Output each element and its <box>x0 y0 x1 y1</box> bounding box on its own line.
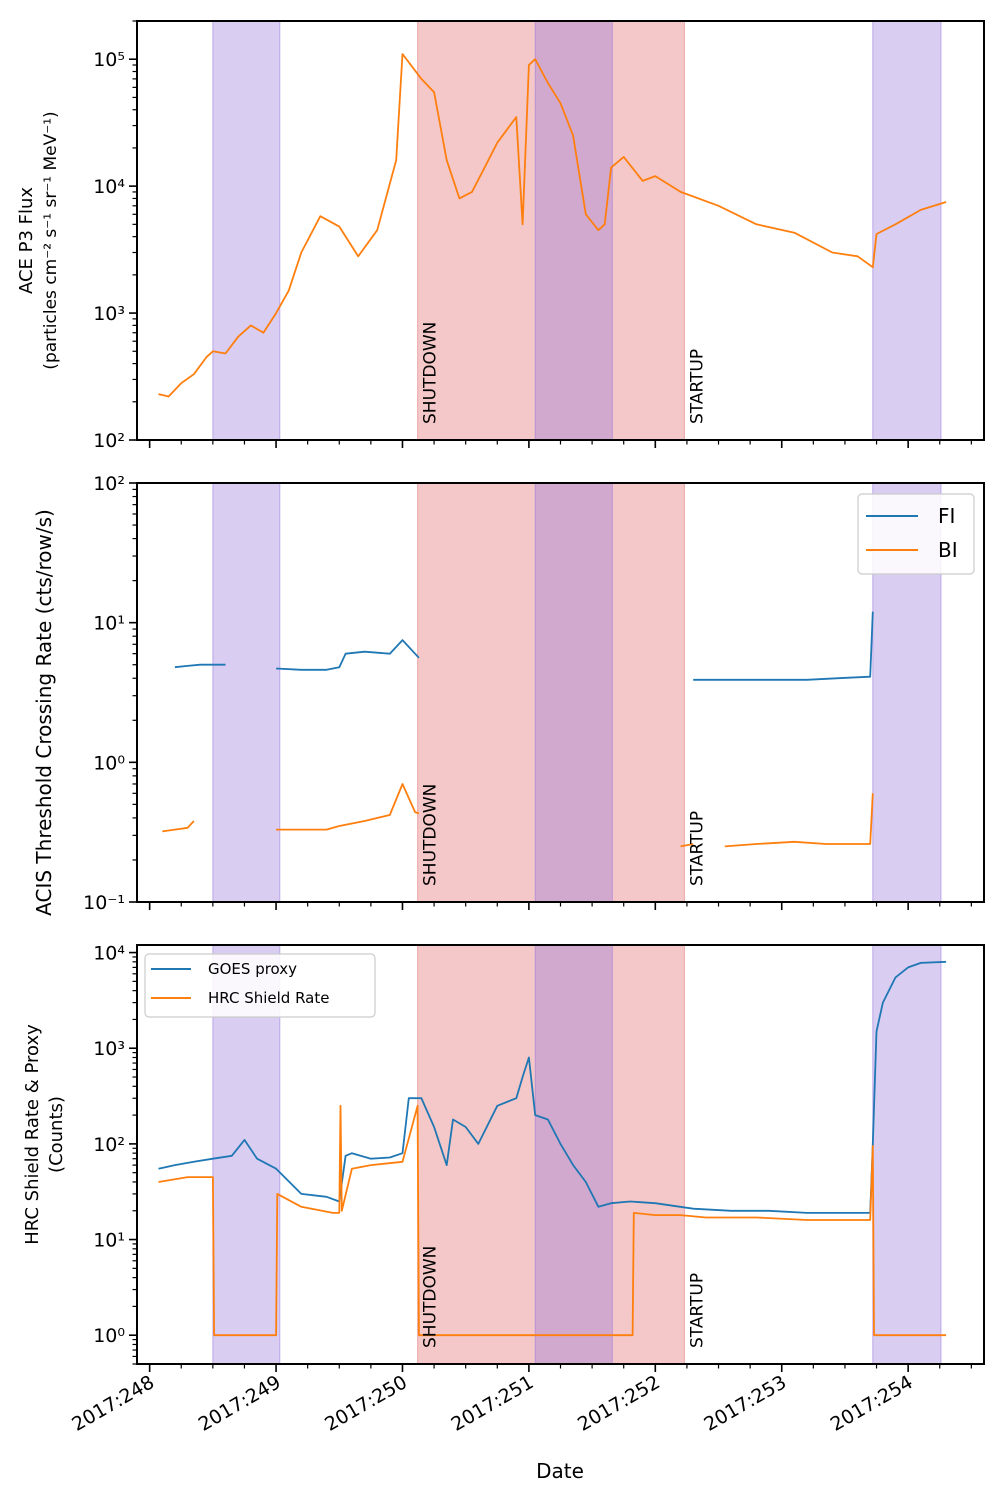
legend-label: HRC Shield Rate <box>208 989 329 1007</box>
y-tick-label: 10⁻¹ <box>83 892 125 914</box>
y-tick-label: 10⁴ <box>93 176 125 198</box>
shaded-region-red-2 <box>417 21 685 440</box>
annotation-startup: STARTUP <box>687 349 707 424</box>
series-line-bi-seg-2 <box>276 783 420 831</box>
series-group <box>158 960 947 1337</box>
series-line-hrc-shield-rate-seg-1 <box>158 1104 947 1337</box>
shaded-regions <box>212 483 942 902</box>
y-axis-label-panel-1: ACE P3 Flux (particles cm⁻² s⁻¹ sr⁻¹ MeV⁻… <box>16 111 61 369</box>
x-axis-label: Date <box>536 1459 584 1483</box>
y-ticks: 10⁰ 10¹ 10² 10³ 10⁴ <box>93 943 137 1365</box>
series-line-bi-seg-4 <box>724 793 874 848</box>
y-tick-label: 10¹ <box>93 613 125 635</box>
y-axis-label-line2: (particles cm⁻² s⁻¹ sr⁻¹ MeV⁻¹) <box>41 111 61 369</box>
annotation-startup: STARTUP <box>687 1273 707 1348</box>
y-tick-label: 10⁴ <box>93 943 125 965</box>
shaded-region-purple-4 <box>872 945 942 1364</box>
shaded-regions <box>212 21 942 440</box>
annotation-shutdown: SHUTDOWN <box>421 322 441 424</box>
series-line-bi-seg-1 <box>162 820 195 833</box>
y-axis-label-line1: HRC Shield Rate & Proxy <box>22 1024 43 1245</box>
y-axis-label-line1: ACE P3 Flux <box>16 187 37 294</box>
x-tick-label: 2017:254 <box>827 1371 917 1436</box>
series-line-bi-seg-3 <box>680 843 694 848</box>
x-tick-labels: 2017:248 2017:249 2017:250 2017:251 2017:252… <box>68 1371 916 1436</box>
x-tick-label: 2017:250 <box>321 1371 411 1436</box>
y-tick-label: 10⁰ <box>93 752 125 774</box>
legend-panel-2: FI BI <box>857 493 975 575</box>
x-tick-label: 2017:252 <box>574 1371 664 1436</box>
x-tick-label: 2017:253 <box>700 1371 790 1436</box>
shaded-region-purple-1 <box>212 21 281 440</box>
y-tick-label: 10⁵ <box>93 49 125 71</box>
shaded-region-red-2 <box>417 483 685 902</box>
legend-box <box>144 953 376 1018</box>
y-axis-label-panel-2: ACIS Threshold Crossing Rate (cts/row/s) <box>32 509 56 916</box>
series-line-s1-seg-1 <box>158 53 947 398</box>
x-ticks <box>148 440 972 448</box>
annotation-shutdown: SHUTDOWN <box>421 1246 441 1348</box>
x-tick-label: 2017:249 <box>195 1371 285 1436</box>
shaded-region-purple-3 <box>534 21 613 440</box>
panel-1: SHUTDOWN STARTUP 10² 10³ 10⁴ 10⁵ <box>93 20 985 452</box>
shaded-region-purple-3 <box>534 945 613 1364</box>
y-tick-label: 10² <box>93 430 125 452</box>
y-tick-label: 10² <box>93 473 125 495</box>
y-tick-label: 10² <box>93 1134 125 1156</box>
annotation-startup: STARTUP <box>687 811 707 886</box>
series-group <box>158 53 947 398</box>
y-tick-label: 10⁰ <box>93 1325 125 1347</box>
shaded-region-purple-3 <box>534 483 613 902</box>
series-line-fi-seg-2 <box>276 639 420 671</box>
series-group <box>162 611 874 848</box>
shaded-region-red-2 <box>417 945 685 1364</box>
x-tick-label: 2017:248 <box>68 1371 158 1436</box>
series-line-goes-proxy-seg-1 <box>158 960 947 1214</box>
y-ticks: 10² 10³ 10⁴ 10⁵ <box>93 20 137 452</box>
annotation-shutdown: SHUTDOWN <box>421 784 441 886</box>
x-ticks <box>148 1364 972 1372</box>
series-line-fi-seg-1 <box>174 663 226 669</box>
y-axis-label-panel-3: HRC Shield Rate & Proxy (Counts) <box>22 1024 67 1245</box>
y-axis-label-line2: (Counts) <box>46 1096 67 1173</box>
x-ticks <box>148 902 972 910</box>
legend-label: GOES proxy <box>208 960 297 978</box>
legend-panel-3: GOES proxy HRC Shield Rate <box>144 953 376 1018</box>
panel-2: SHUTDOWN STARTUP 10⁻¹ 10⁰ 10¹ 10² <box>83 473 985 914</box>
y-tick-label: 10¹ <box>93 1230 125 1252</box>
legend-label: FI <box>938 504 955 528</box>
y-tick-label: 10³ <box>93 303 125 325</box>
y-ticks: 10⁻¹ 10⁰ 10¹ 10² <box>83 473 137 914</box>
y-tick-label: 10³ <box>93 1038 125 1060</box>
legend-box <box>857 493 975 575</box>
series-line-fi-seg-3 <box>693 611 874 681</box>
shaded-region-purple-1 <box>212 483 281 902</box>
legend-label: BI <box>938 538 958 562</box>
x-tick-label: 2017:251 <box>448 1371 538 1436</box>
